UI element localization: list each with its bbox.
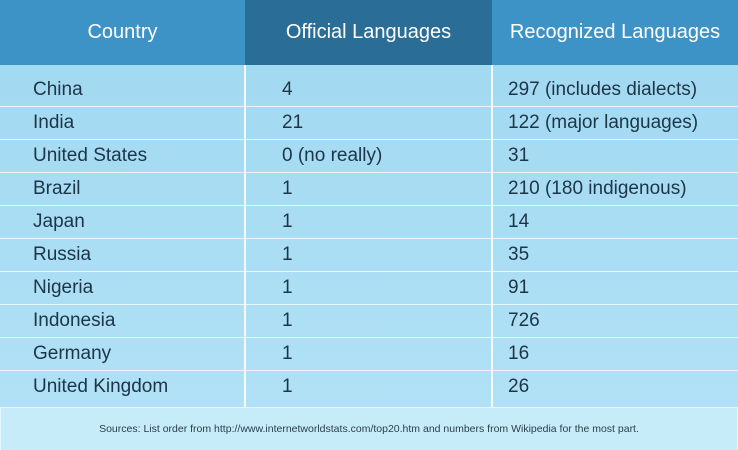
table-cell: 1 bbox=[282, 277, 293, 299]
column-divider bbox=[244, 65, 246, 407]
table-cell: 1 bbox=[282, 244, 293, 265]
table-cell: 35 bbox=[508, 244, 530, 265]
table-cell: 91 bbox=[508, 277, 530, 299]
table-cell: 4 bbox=[282, 78, 293, 100]
table-cell: Nigeria bbox=[33, 277, 94, 299]
table-cell: India bbox=[33, 111, 75, 133]
table-cell: 31 bbox=[508, 144, 530, 166]
row-divider bbox=[0, 204, 738, 206]
table-cell: Germany bbox=[33, 343, 112, 365]
header-cell: Official Languages bbox=[245, 0, 492, 65]
row-divider bbox=[0, 271, 738, 273]
table-cell: Russia bbox=[33, 244, 92, 265]
table-cell: United Kingdom bbox=[33, 376, 169, 398]
table-cell: Brazil bbox=[33, 177, 81, 199]
header-cell: Country bbox=[0, 0, 245, 65]
row-divider bbox=[0, 238, 738, 239]
table-cell: 726 bbox=[508, 310, 540, 332]
table-cell: 1 bbox=[282, 210, 293, 232]
table-cell: 0 (no really) bbox=[282, 144, 383, 166]
table-cell: United States bbox=[33, 144, 148, 166]
header-cell: Recognized Languages bbox=[492, 0, 738, 65]
table-cell: 1 bbox=[282, 343, 293, 365]
row-divider bbox=[0, 337, 738, 339]
row-divider bbox=[0, 138, 738, 140]
table-cell: Japan bbox=[33, 210, 85, 232]
table-cell: 16 bbox=[508, 343, 530, 365]
table-cell: 1 bbox=[282, 376, 293, 398]
table-cell: 210 (180 indigenous) bbox=[508, 177, 687, 199]
table-cell: 21 bbox=[282, 111, 304, 133]
table-cell: 14 bbox=[508, 210, 530, 232]
row-divider bbox=[0, 304, 738, 306]
table-cell: Indonesia bbox=[33, 310, 116, 332]
table-cell: 297 (includes dialects) bbox=[508, 78, 698, 100]
row-divider bbox=[0, 171, 738, 173]
table-cell: China bbox=[33, 78, 83, 100]
row-divider bbox=[0, 105, 738, 107]
source-note: Sources: List order from http://www.inte… bbox=[0, 407, 738, 450]
table-cell: 26 bbox=[508, 376, 530, 398]
table-cell: 1 bbox=[282, 177, 293, 199]
row-divider bbox=[0, 370, 738, 372]
table-cell: 1 bbox=[282, 310, 293, 332]
column-divider bbox=[491, 65, 493, 407]
table-cell: 122 (major languages) bbox=[508, 111, 699, 133]
